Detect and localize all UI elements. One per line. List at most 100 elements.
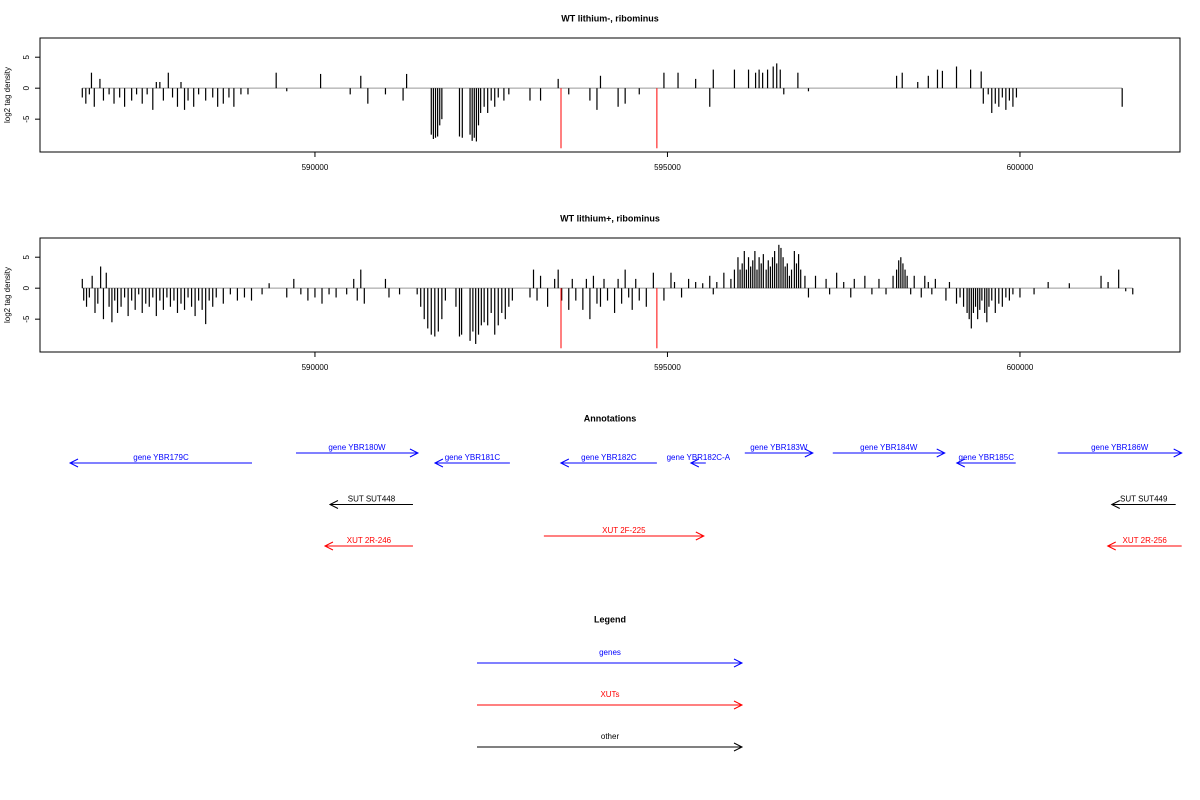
bar — [360, 75, 362, 89]
legend-arrow — [477, 658, 744, 668]
bar — [557, 269, 559, 289]
bar — [539, 88, 542, 101]
bar — [895, 269, 898, 289]
bar — [902, 263, 904, 289]
bar — [638, 88, 640, 95]
bar — [790, 269, 793, 289]
bar — [776, 63, 778, 89]
bar — [187, 288, 189, 298]
bar — [924, 275, 926, 289]
bar — [406, 73, 408, 89]
bar — [81, 88, 83, 98]
bar — [730, 278, 732, 289]
bar — [752, 260, 754, 289]
bar — [321, 288, 323, 304]
bar — [229, 288, 231, 295]
bar — [120, 288, 122, 307]
bar — [613, 288, 616, 313]
bar — [895, 75, 898, 89]
bar — [977, 288, 979, 320]
bar — [176, 88, 179, 107]
bar — [427, 288, 429, 329]
bar — [767, 260, 769, 289]
bar — [441, 288, 443, 320]
bar — [416, 288, 418, 295]
bar — [131, 88, 133, 101]
bar — [201, 288, 203, 310]
bar — [927, 281, 929, 289]
bar — [797, 72, 799, 89]
bar — [215, 288, 217, 298]
bar — [105, 272, 107, 289]
bar — [599, 75, 602, 89]
y-axis-label: log2 tag density — [3, 67, 12, 123]
bar — [356, 288, 358, 301]
bar — [843, 281, 845, 289]
bar — [360, 269, 362, 289]
feature-arrow — [1106, 541, 1182, 551]
bar — [1033, 288, 1035, 295]
y-tick-label: 0 — [22, 85, 31, 90]
bar — [747, 69, 750, 89]
bar — [439, 88, 441, 126]
bar — [807, 88, 810, 92]
bar — [1047, 281, 1049, 289]
bar — [113, 88, 115, 104]
bar — [1008, 88, 1010, 101]
bar — [680, 288, 683, 298]
bar — [300, 288, 302, 295]
bar — [772, 66, 774, 89]
bar — [998, 88, 1000, 107]
bar — [981, 288, 983, 301]
bar — [589, 288, 591, 320]
bar — [420, 288, 422, 307]
bar — [970, 288, 972, 329]
bar — [1125, 288, 1127, 292]
bar — [589, 88, 591, 101]
bar — [745, 269, 748, 289]
bar — [758, 257, 760, 289]
bar — [1005, 88, 1007, 110]
bar — [1068, 283, 1070, 289]
bar — [621, 288, 623, 304]
bar — [754, 251, 756, 289]
y-tick-label: 0 — [22, 285, 31, 290]
bar — [766, 69, 769, 89]
feature-label: gene YBR180W — [328, 443, 386, 452]
bar — [286, 88, 288, 92]
bar — [217, 88, 219, 107]
bar — [102, 88, 105, 101]
bar — [187, 88, 189, 101]
bar — [754, 72, 757, 89]
bar — [793, 251, 795, 289]
bar — [475, 288, 477, 344]
bar — [1012, 288, 1014, 295]
bar — [769, 266, 771, 289]
bar — [603, 278, 605, 289]
bar — [471, 88, 473, 141]
bar — [917, 81, 919, 89]
bar — [85, 88, 87, 104]
bar — [205, 88, 207, 101]
bar — [652, 272, 654, 289]
bar — [384, 88, 387, 95]
bar — [198, 88, 200, 95]
bar — [991, 288, 993, 301]
bar — [1015, 88, 1018, 98]
bar — [349, 88, 351, 95]
bar — [901, 72, 903, 89]
bar — [434, 88, 437, 138]
bar — [236, 288, 239, 301]
bar — [585, 278, 587, 289]
panel-title: WT lithium+, ribominus — [560, 213, 660, 223]
feature-arrow — [689, 458, 706, 468]
bar — [88, 88, 90, 95]
bar — [176, 288, 179, 313]
legend-title: Legend — [594, 614, 626, 624]
bar — [945, 288, 947, 301]
bar — [141, 88, 143, 104]
bar — [490, 88, 492, 101]
bar — [88, 288, 90, 298]
y-tick-label: 5 — [22, 54, 31, 59]
bar — [388, 288, 390, 298]
